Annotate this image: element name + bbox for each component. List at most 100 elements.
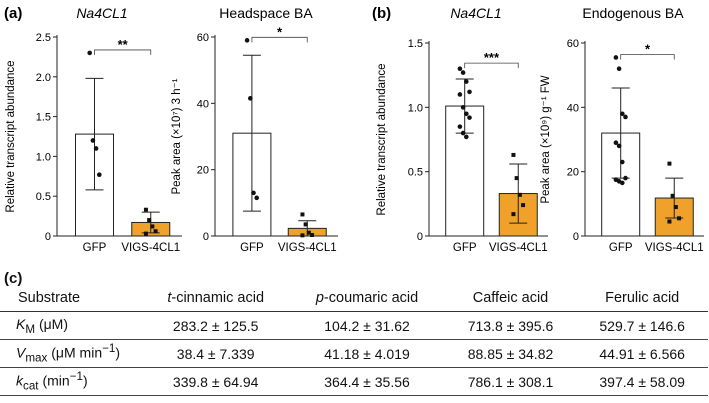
y-axis-label: Peak area (×10⁷) 3 h⁻¹ [171,78,183,194]
header-ferulic: Ferulic acid [576,284,708,312]
data-point [93,146,99,151]
data-point [244,38,250,43]
data-point [677,216,682,221]
data-point [460,70,466,75]
chart-2: Na4CL1 Relative transcript abundance 0 0.5 1… [376,5,548,254]
data-point [300,233,305,238]
category-label: GFP [240,242,264,254]
significance-bracket [620,54,675,60]
data-point [97,172,102,178]
data-point [254,195,259,201]
data-point [457,92,463,97]
category-label: VIGS-4CL1 [645,242,704,254]
data-point [147,218,152,223]
data-point [460,130,466,136]
data-point [306,230,311,235]
y-tick-label: 40 [567,102,579,114]
y-tick-label: 0.5 [36,191,51,203]
data-point [620,180,625,186]
data-point [464,134,469,140]
y-axis-label: Relative transcript abundance [376,63,388,215]
chart-title: Headspace BA [219,5,313,21]
row-label-km: KM (μM) [0,311,142,340]
data-point [464,111,469,117]
table-row-kcat: kcat (min−1) 339.8 ± 64.94 364.4 ± 35.56… [0,367,708,396]
data-point [87,50,92,56]
y-tick-label: 0 [417,231,423,243]
data-point [150,224,155,229]
data-point [673,205,678,210]
category-label: GFP [83,242,107,254]
category-label: GFP [453,242,477,254]
data-point [514,176,519,181]
cell: 44.91 ± 6.566 [576,339,708,368]
category-label: GFP [609,242,633,254]
data-point [511,212,516,217]
kinetics-table-panel: (c) Substrate t-cinnamic acid p-coumaric… [0,268,709,403]
y-tick-label: 60 [567,38,579,50]
category-label: VIGS-4CL1 [121,242,180,254]
data-point [613,140,619,146]
cell: 397.4 ± 58.09 [576,367,708,396]
y-tick-label: 0 [203,231,209,243]
cell: 88.85 ± 34.82 [444,339,577,368]
table-row-vmax: Vmax (μM min−1) 38.4 ± 7.339 41.18 ± 4.0… [0,339,708,368]
data-point [616,143,622,149]
y-tick-label: 1.0 [408,102,423,114]
cell: 339.8 ± 64.94 [142,367,290,396]
data-point [310,233,315,238]
significance-marker: ** [118,37,129,52]
significance-bracket [464,62,519,69]
header-p-coumaric: p-coumaric acid [289,284,445,312]
y-tick-label: 1.5 [408,38,423,50]
y-tick-label: 1.5 [36,112,51,124]
y-tick-label: 0.5 [408,167,423,179]
data-point [623,175,628,181]
y-tick-label: 1.0 [36,151,51,163]
data-point [251,190,256,196]
y-tick-label: 2.0 [36,72,51,84]
chart-title: Na4CL1 [76,5,127,21]
data-point [620,159,625,165]
table-row-km: KM (μM) 283.2 ± 125.5 104.2 ± 31.62 713.… [0,311,708,340]
significance-marker: * [277,24,283,39]
cell: 41.18 ± 4.019 [289,339,445,368]
panel-label-c: (c) [4,270,23,287]
significance-bracket [251,36,308,43]
cell: 38.4 ± 7.339 [142,339,290,368]
chart-title: Endogenous BA [582,5,684,21]
panel-label-a: (a) [4,5,22,22]
data-point [511,152,516,157]
data-point [521,203,526,208]
data-point [457,124,463,129]
data-point [616,66,622,72]
row-label-kcat: kcat (min−1) [0,367,142,396]
data-point [467,115,472,120]
y-axis-label: Peak area (×10⁹) g⁻¹ FW [540,75,552,203]
data-point [460,105,466,110]
y-tick-label: 60 [197,32,209,44]
category-label: VIGS-4CL1 [278,242,337,254]
panel-label-b: (b) [372,5,391,22]
cell: 529.7 ± 146.6 [576,311,708,340]
cell: 786.1 ± 308.1 [444,367,577,396]
y-tick-label: 20 [197,165,209,177]
y-tick-label: 40 [197,98,209,110]
data-point [464,79,469,84]
data-point [143,231,148,236]
y-tick-label: 0 [45,231,51,243]
cell: 104.2 ± 31.62 [289,311,445,340]
data-point [300,212,305,217]
significance-marker: *** [484,50,500,65]
cell: 713.8 ± 395.6 [444,311,577,340]
y-tick-label: 0 [573,231,579,243]
significance-bracket [94,49,152,55]
y-axis-label: Relative transcript abundance [5,60,17,212]
data-point [667,161,672,166]
data-point [620,111,625,117]
significance-marker: * [645,41,651,56]
data-point [667,219,672,224]
data-point [457,66,463,72]
chart-1: Headspace BA Peak area (×10⁷) 3 h⁻¹ 0 20 40 6… [171,5,338,254]
y-tick-label: 2.5 [36,32,51,44]
